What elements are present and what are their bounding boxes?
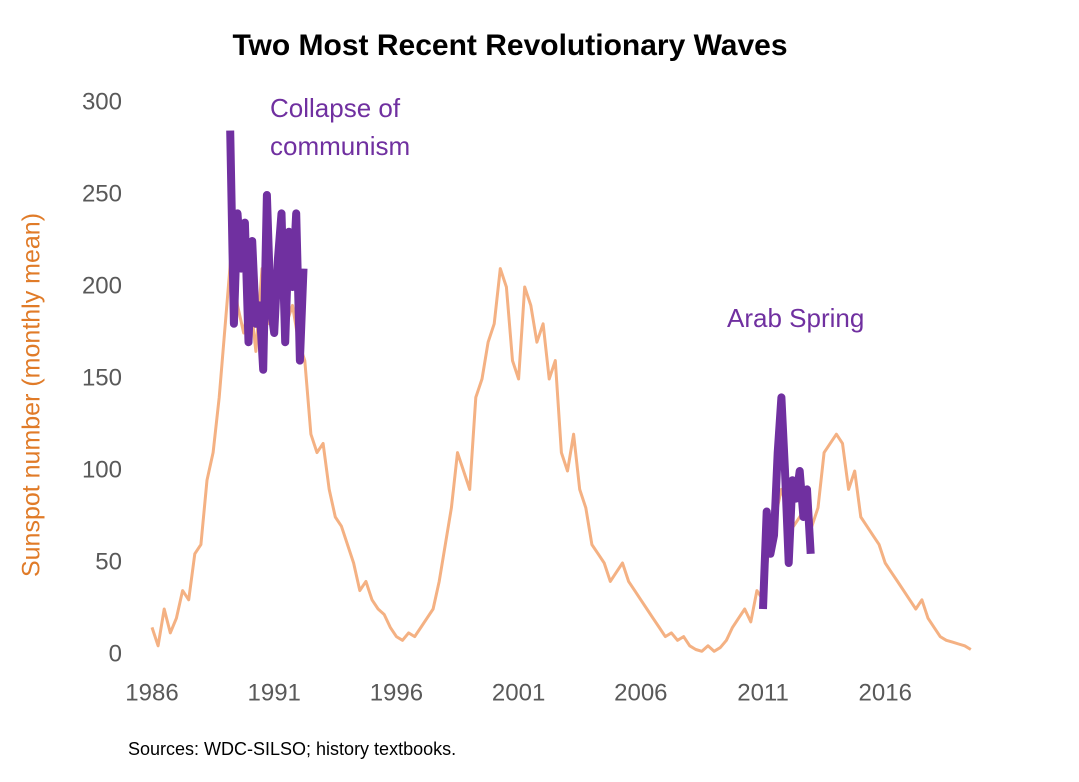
y-tick-label: 250 xyxy=(82,180,122,207)
y-tick-label: 0 xyxy=(109,640,122,667)
x-tick-label: 2001 xyxy=(492,679,545,706)
annotation: Collapse of communism xyxy=(270,93,410,161)
y-tick-label: 300 xyxy=(82,88,122,115)
y-tick-label: 50 xyxy=(95,548,122,575)
x-tick-label: 2006 xyxy=(614,679,667,706)
y-tick-label: 150 xyxy=(82,364,122,391)
y-tick-label: 100 xyxy=(82,456,122,483)
x-tick-label: 2016 xyxy=(859,679,912,706)
source: Sources: WDC-SILSO; history textbooks. xyxy=(128,739,456,759)
highlight-line xyxy=(226,130,308,374)
chart-title: Two Most Recent Revolutionary Waves xyxy=(232,29,787,62)
x-tick-label: 1986 xyxy=(125,679,178,706)
x-tick-label: 2011 xyxy=(737,679,789,706)
y-axis-label: Sunspot number (monthly mean) xyxy=(18,213,46,577)
highlight-line xyxy=(759,393,815,610)
annotation: Arab Spring xyxy=(727,303,864,333)
x-tick-label: 1991 xyxy=(248,679,301,706)
y-tick-label: 200 xyxy=(82,272,122,299)
x-tick-label: 1996 xyxy=(370,679,423,706)
